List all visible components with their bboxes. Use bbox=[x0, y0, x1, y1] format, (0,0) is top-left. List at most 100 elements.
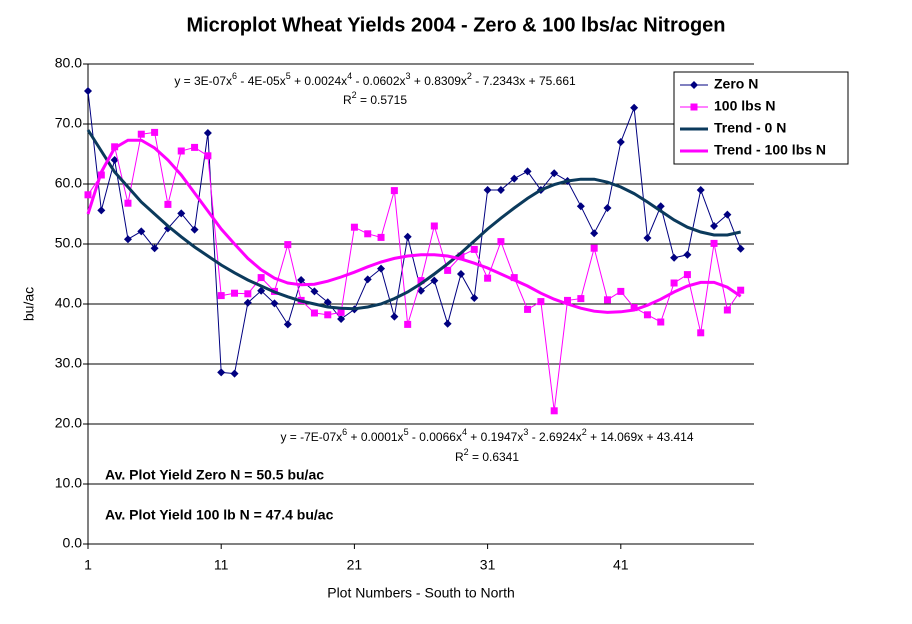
data-point bbox=[483, 186, 492, 194]
data-point bbox=[363, 275, 372, 284]
trend-equation: y = -7E-07x6 + 0.0001x5 - 0.0066x4 + 0.1… bbox=[280, 427, 693, 444]
data-point bbox=[484, 274, 492, 282]
data-point bbox=[297, 276, 306, 284]
data-point bbox=[97, 206, 106, 215]
superscript: 2 bbox=[582, 427, 587, 437]
equation-part: - 0.0602x bbox=[352, 74, 405, 88]
superscript: 3 bbox=[523, 427, 528, 437]
data-point bbox=[137, 130, 145, 138]
data-point bbox=[123, 235, 132, 244]
data-point bbox=[443, 319, 452, 328]
data-point bbox=[723, 210, 732, 219]
equation-part: - 4E-05x bbox=[237, 74, 286, 88]
data-point bbox=[616, 138, 625, 146]
equation-part: y = -7E-07x bbox=[280, 430, 342, 444]
x-axis-label: Plot Numbers - South to North bbox=[327, 585, 515, 601]
superscript: 6 bbox=[232, 71, 237, 81]
y-tick-label: 40.0 bbox=[55, 295, 82, 311]
annotation: Av. Plot Yield Zero N = 50.5 bu/ac bbox=[105, 467, 324, 483]
data-point bbox=[310, 309, 318, 317]
data-point bbox=[151, 128, 159, 136]
equation-part: + 14.069x + 43.414 bbox=[587, 430, 694, 444]
data-point bbox=[577, 295, 585, 303]
superscript: 2 bbox=[464, 447, 469, 457]
data-point bbox=[390, 312, 399, 321]
data-point bbox=[270, 299, 279, 308]
trend-equation: R2 = 0.6341 bbox=[455, 447, 519, 464]
superscript: 2 bbox=[352, 90, 357, 100]
data-point bbox=[617, 287, 625, 295]
data-point bbox=[690, 81, 698, 89]
data-point bbox=[84, 191, 92, 199]
legend-label: Zero N bbox=[714, 76, 758, 92]
data-point bbox=[457, 252, 465, 260]
data-point bbox=[456, 270, 465, 278]
data-point bbox=[284, 241, 292, 249]
data-point bbox=[710, 239, 718, 247]
data-point bbox=[737, 286, 745, 294]
equation-part: - 7.2343x + 75.661 bbox=[472, 74, 576, 88]
data-point bbox=[550, 169, 559, 178]
series-line bbox=[86, 138, 742, 314]
legend-box bbox=[673, 71, 849, 165]
x-tick-label: 41 bbox=[613, 557, 629, 573]
data-point bbox=[470, 245, 478, 253]
data-point bbox=[404, 320, 412, 328]
x-tick-label: 11 bbox=[214, 557, 229, 573]
legend-label: Trend - 100 lbs N bbox=[714, 142, 826, 158]
data-point bbox=[670, 279, 678, 287]
data-point bbox=[204, 152, 212, 160]
annotation: Av. Plot Yield 100 lb N = 47.4 bu/ac bbox=[105, 507, 334, 523]
data-point bbox=[310, 287, 319, 296]
y-tick-label: 20.0 bbox=[55, 415, 82, 431]
y-tick-label: 50.0 bbox=[55, 235, 82, 251]
data-point bbox=[337, 315, 346, 323]
superscript: 6 bbox=[342, 427, 347, 437]
data-point bbox=[723, 306, 731, 314]
data-point bbox=[603, 204, 612, 212]
equation-part: R bbox=[455, 450, 464, 464]
data-point bbox=[177, 147, 185, 155]
superscript: 4 bbox=[347, 71, 352, 81]
equation-part: + 0.8309x bbox=[411, 74, 467, 88]
equation-part: R bbox=[343, 93, 352, 107]
data-point bbox=[736, 244, 745, 253]
data-point bbox=[110, 156, 119, 164]
data-point bbox=[217, 368, 226, 377]
data-point bbox=[524, 305, 532, 313]
data-point bbox=[230, 369, 239, 378]
data-point bbox=[590, 244, 598, 252]
data-point bbox=[576, 202, 585, 211]
data-point bbox=[683, 250, 692, 259]
x-tick-label: 31 bbox=[480, 557, 496, 573]
data-point bbox=[690, 103, 698, 111]
data-point bbox=[496, 186, 505, 194]
data-point bbox=[257, 286, 266, 295]
data-point bbox=[337, 308, 345, 316]
superscript: 4 bbox=[462, 427, 467, 437]
data-point bbox=[350, 223, 358, 231]
series-line bbox=[87, 131, 742, 411]
data-point bbox=[417, 277, 425, 285]
equation-part: - 2.6924x bbox=[528, 430, 581, 444]
superscript: 3 bbox=[406, 71, 411, 81]
data-point bbox=[191, 143, 199, 151]
data-point bbox=[670, 253, 679, 262]
data-point bbox=[643, 234, 652, 242]
y-tick-label: 10.0 bbox=[55, 475, 82, 491]
x-tick-label: 1 bbox=[84, 557, 92, 573]
data-point bbox=[150, 244, 159, 253]
y-tick-label: 60.0 bbox=[55, 175, 82, 191]
series-line bbox=[87, 90, 742, 375]
equation-part: y = 3E-07x bbox=[174, 74, 232, 88]
data-point bbox=[430, 276, 439, 285]
data-point bbox=[630, 304, 638, 312]
legend-label: 100 lbs N bbox=[714, 98, 775, 114]
data-point bbox=[377, 264, 386, 273]
data-point bbox=[244, 290, 252, 298]
equation-part: + 0.0024x bbox=[291, 74, 347, 88]
data-point bbox=[710, 222, 719, 230]
y-tick-label: 30.0 bbox=[55, 355, 82, 371]
data-point bbox=[390, 187, 398, 195]
y-tick-label: 70.0 bbox=[55, 115, 82, 131]
